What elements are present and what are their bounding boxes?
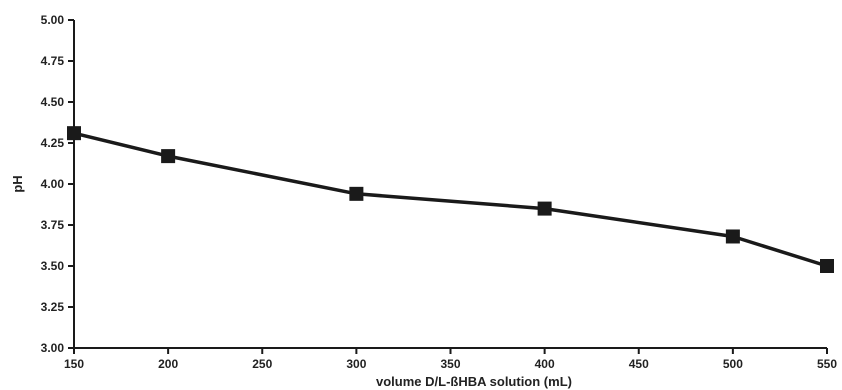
data-point <box>537 201 552 216</box>
x-axis-title: volume D/L-ßHBA solution (mL) <box>376 374 572 389</box>
y-tick-label: 3.50 <box>41 259 65 273</box>
x-tick-label: 300 <box>346 357 366 371</box>
data-point <box>161 149 176 164</box>
y-ticks: 3.00 3.25 3.50 3.75 4.00 4.25 4.50 4.75 5.00 <box>41 13 74 355</box>
y-tick-label: 3.25 <box>41 300 65 314</box>
y-tick-label: 5.00 <box>41 13 65 27</box>
y-tick-label: 4.75 <box>41 54 65 68</box>
series-group <box>67 126 834 273</box>
series-line <box>73 131 828 268</box>
x-tick-label: 550 <box>817 357 837 371</box>
y-tick-label: 4.50 <box>41 95 65 109</box>
axes <box>73 20 827 349</box>
x-tick-label: 500 <box>723 357 743 371</box>
data-point <box>820 259 834 273</box>
y-tick-label: 3.00 <box>41 341 65 355</box>
x-ticks: 150 200 250 300 350 400 450 500 550 <box>64 348 837 371</box>
x-tick-label: 250 <box>252 357 272 371</box>
x-tick-label: 400 <box>535 357 555 371</box>
data-point <box>725 229 740 244</box>
x-tick-label: 150 <box>64 357 84 371</box>
y-axis-title: pH <box>10 175 25 192</box>
y-tick-label: 4.25 <box>41 136 65 150</box>
y-tick-label: 3.75 <box>41 218 65 232</box>
data-point <box>349 186 364 201</box>
x-tick-label: 350 <box>440 357 460 371</box>
data-point <box>67 126 81 141</box>
y-tick-label: 4.00 <box>41 177 65 191</box>
x-tick-label: 450 <box>629 357 649 371</box>
x-tick-label: 200 <box>158 357 178 371</box>
